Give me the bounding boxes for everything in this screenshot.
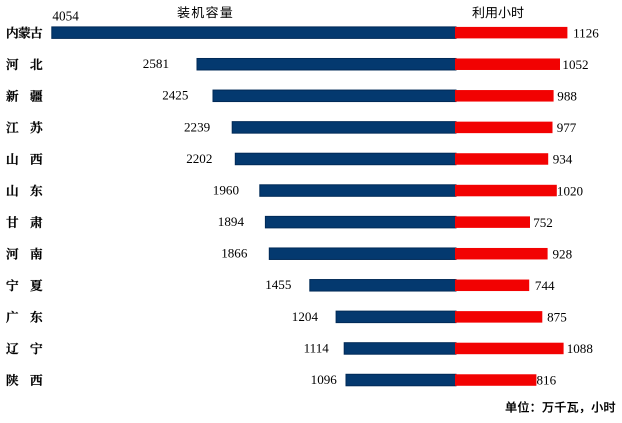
svg-text:1455: 1455 <box>265 277 292 292</box>
svg-text:1960: 1960 <box>213 182 240 197</box>
svg-text:1114: 1114 <box>304 340 330 355</box>
svg-text:2239: 2239 <box>184 119 211 134</box>
svg-text:1126: 1126 <box>573 25 599 40</box>
svg-text:988: 988 <box>557 89 577 104</box>
svg-text:2202: 2202 <box>186 151 212 166</box>
svg-text:1866: 1866 <box>221 246 248 261</box>
svg-text:1052: 1052 <box>562 57 588 72</box>
svg-text:4054: 4054 <box>52 8 79 23</box>
svg-text:928: 928 <box>553 246 573 261</box>
svg-text:1204: 1204 <box>292 309 319 324</box>
svg-text:977: 977 <box>557 120 577 135</box>
svg-text:2581: 2581 <box>143 56 169 71</box>
svg-text:875: 875 <box>547 310 567 325</box>
svg-text:1096: 1096 <box>311 372 338 387</box>
svg-text:752: 752 <box>533 215 553 230</box>
svg-text:816: 816 <box>537 373 557 388</box>
svg-text:2425: 2425 <box>162 88 189 103</box>
svg-text:1020: 1020 <box>557 183 584 198</box>
svg-text:1088: 1088 <box>567 341 594 356</box>
svg-text:744: 744 <box>535 278 555 293</box>
svg-text:934: 934 <box>553 152 573 167</box>
svg-text:1894: 1894 <box>218 214 245 229</box>
